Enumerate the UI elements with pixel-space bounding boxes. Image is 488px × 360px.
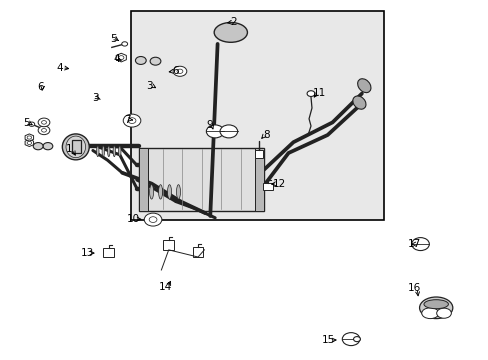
Text: 2: 2 (230, 17, 237, 27)
Bar (72, 140, 81, 153)
Ellipse shape (33, 143, 43, 150)
Ellipse shape (176, 185, 180, 199)
Ellipse shape (158, 185, 162, 199)
Ellipse shape (421, 308, 438, 319)
Circle shape (119, 56, 123, 59)
Circle shape (144, 213, 162, 226)
Text: 9: 9 (205, 120, 212, 130)
Bar (192, 247, 203, 257)
Circle shape (220, 125, 237, 138)
Ellipse shape (149, 185, 153, 199)
Text: 7: 7 (123, 114, 130, 125)
Circle shape (149, 217, 157, 222)
Ellipse shape (357, 79, 370, 93)
Text: 5: 5 (23, 118, 30, 128)
Ellipse shape (102, 146, 104, 157)
Text: 5: 5 (110, 34, 117, 44)
Text: 17: 17 (407, 239, 421, 249)
Text: 1: 1 (66, 144, 73, 154)
Ellipse shape (135, 57, 146, 64)
Circle shape (206, 125, 224, 138)
Circle shape (353, 337, 360, 342)
Text: 3: 3 (146, 81, 153, 91)
Circle shape (41, 129, 46, 132)
Bar (255, 148, 264, 211)
Circle shape (41, 121, 46, 124)
Circle shape (38, 118, 50, 127)
Ellipse shape (107, 146, 110, 157)
Text: 13: 13 (80, 248, 94, 258)
Bar (255, 150, 263, 158)
Text: 10: 10 (126, 214, 139, 224)
Bar (139, 148, 264, 211)
Ellipse shape (62, 134, 89, 160)
Ellipse shape (66, 136, 85, 158)
Circle shape (306, 91, 314, 96)
Circle shape (27, 136, 31, 139)
Ellipse shape (419, 297, 452, 319)
Bar (262, 183, 273, 190)
Ellipse shape (150, 57, 161, 65)
Text: 16: 16 (407, 283, 421, 293)
Circle shape (123, 114, 141, 127)
Bar (103, 248, 114, 257)
Text: 12: 12 (272, 179, 286, 189)
Circle shape (128, 118, 136, 123)
Ellipse shape (352, 96, 365, 109)
Text: 3: 3 (92, 93, 99, 103)
Ellipse shape (214, 23, 247, 42)
Circle shape (342, 333, 359, 346)
Bar (139, 148, 148, 211)
Ellipse shape (423, 300, 447, 309)
Text: 15: 15 (321, 335, 335, 345)
Circle shape (38, 126, 50, 135)
Text: 11: 11 (312, 88, 326, 98)
Circle shape (411, 238, 428, 251)
Circle shape (173, 66, 186, 76)
Text: 6: 6 (37, 82, 43, 92)
Ellipse shape (113, 146, 115, 157)
Text: 4: 4 (113, 54, 120, 64)
Text: 14: 14 (158, 282, 172, 292)
Ellipse shape (118, 146, 121, 157)
Text: 8: 8 (263, 130, 270, 140)
Circle shape (122, 42, 127, 46)
Circle shape (27, 141, 31, 145)
Ellipse shape (43, 143, 53, 150)
Bar (163, 240, 174, 250)
Circle shape (29, 122, 35, 126)
Circle shape (177, 69, 183, 73)
FancyBboxPatch shape (131, 11, 384, 220)
Text: 6: 6 (172, 66, 179, 76)
Ellipse shape (436, 308, 450, 318)
Ellipse shape (96, 146, 99, 157)
Ellipse shape (167, 185, 171, 199)
Text: 4: 4 (56, 63, 63, 73)
